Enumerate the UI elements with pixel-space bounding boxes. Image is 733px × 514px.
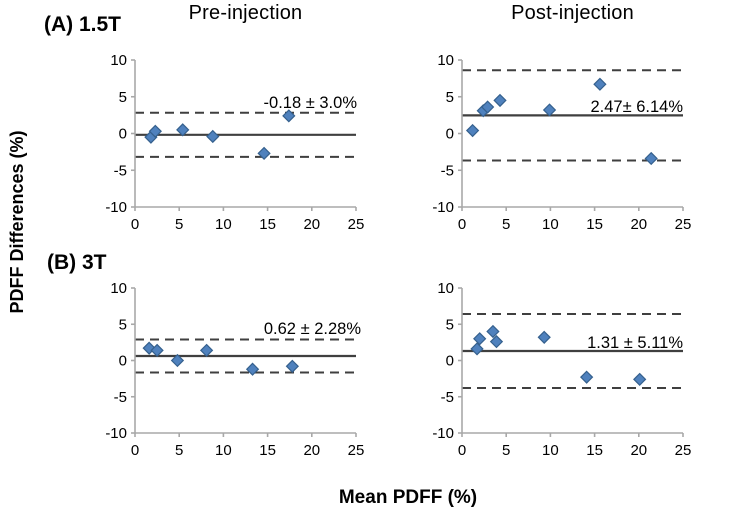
x-tick-label: 5 xyxy=(502,442,510,459)
data-point-marker xyxy=(493,93,507,108)
x-tick-label: 0 xyxy=(131,216,139,233)
annotation-3t-post: 1.31 ± 5.11% xyxy=(587,334,683,352)
y-tick-label: -10 xyxy=(105,199,127,216)
data-point-marker xyxy=(282,109,296,123)
x-tick-label: 20 xyxy=(303,442,320,459)
x-tick-label: 10 xyxy=(542,442,559,459)
column-title-post-injection: Post-injection xyxy=(511,2,634,24)
data-point-marker xyxy=(176,123,190,137)
x-tick-label: 20 xyxy=(303,216,320,233)
x-tick-label: 20 xyxy=(630,216,647,233)
data-point-marker xyxy=(480,100,495,114)
data-point-marker xyxy=(199,343,214,357)
data-point-marker xyxy=(245,362,260,376)
x-tick-label: 10 xyxy=(542,216,559,233)
data-point-marker xyxy=(206,129,220,144)
annotation-1-5t-pre: -0.18 ± 3.0% xyxy=(263,94,357,112)
data-point-marker xyxy=(465,123,480,138)
y-tick-label: -5 xyxy=(441,162,454,179)
data-point-marker xyxy=(542,103,557,117)
y-tick-label: -10 xyxy=(105,425,127,442)
y-tick-label: 10 xyxy=(110,52,127,69)
data-point-marker xyxy=(537,330,551,344)
y-tick-label: 0 xyxy=(446,126,454,143)
x-tick-label: 5 xyxy=(502,216,510,233)
data-point-marker xyxy=(470,342,484,356)
y-tick-label: -5 xyxy=(114,389,127,406)
y-tick-label: 5 xyxy=(119,89,127,106)
y-tick-label: -5 xyxy=(441,389,454,406)
y-axis-label: PDFF Differences (%) xyxy=(7,130,27,314)
x-tick-label: 0 xyxy=(458,442,466,459)
y-tick-label: 10 xyxy=(437,52,454,69)
annotation-3t-pre: 0.62 ± 2.28% xyxy=(263,320,361,338)
data-point-marker xyxy=(593,77,607,91)
data-point-marker xyxy=(257,146,271,160)
data-point-marker xyxy=(170,353,185,368)
y-tick-label: 5 xyxy=(446,316,454,333)
panel-label-b-3t: (B) 3T xyxy=(47,251,107,274)
data-point-marker xyxy=(489,335,504,349)
data-point-marker xyxy=(644,151,658,166)
data-point-marker xyxy=(148,124,162,138)
annotation-1-5t-post: 2.47± 6.14% xyxy=(590,98,683,116)
x-tick-label: 10 xyxy=(215,216,232,233)
x-tick-label: 0 xyxy=(131,442,139,459)
x-tick-label: 15 xyxy=(259,216,276,233)
y-tick-label: -10 xyxy=(432,199,454,216)
x-tick-label: 15 xyxy=(259,442,276,459)
x-tick-label: 10 xyxy=(215,442,232,459)
x-tick-label: 0 xyxy=(458,216,466,233)
data-point-marker xyxy=(473,332,487,346)
panel-label-a-1-5t: (A) 1.5T xyxy=(44,13,122,36)
y-tick-label: 0 xyxy=(119,353,127,370)
y-tick-label: 5 xyxy=(446,89,454,106)
x-axis-label: Mean PDFF (%) xyxy=(338,487,478,508)
x-tick-label: 25 xyxy=(348,442,365,459)
x-tick-label: 25 xyxy=(675,216,692,233)
y-tick-label: 0 xyxy=(446,353,454,370)
x-tick-label: 15 xyxy=(586,216,603,233)
data-point-marker xyxy=(285,359,300,373)
x-tick-label: 25 xyxy=(675,442,692,459)
x-tick-label: 25 xyxy=(348,216,365,233)
y-tick-label: -5 xyxy=(114,162,127,179)
y-tick-label: 10 xyxy=(110,280,127,297)
x-tick-label: 20 xyxy=(630,442,647,459)
y-tick-label: -10 xyxy=(432,425,454,442)
data-point-marker xyxy=(486,324,500,339)
data-point-marker xyxy=(633,372,647,386)
data-point-marker xyxy=(150,343,164,357)
y-tick-label: 0 xyxy=(119,126,127,143)
y-tick-label: 10 xyxy=(437,280,454,297)
y-tick-label: 5 xyxy=(119,316,127,333)
column-title-pre-injection: Pre-injection xyxy=(188,2,303,24)
x-tick-label: 5 xyxy=(175,216,183,233)
x-tick-label: 15 xyxy=(586,442,603,459)
x-tick-label: 5 xyxy=(175,442,183,459)
data-point-marker xyxy=(579,370,594,384)
